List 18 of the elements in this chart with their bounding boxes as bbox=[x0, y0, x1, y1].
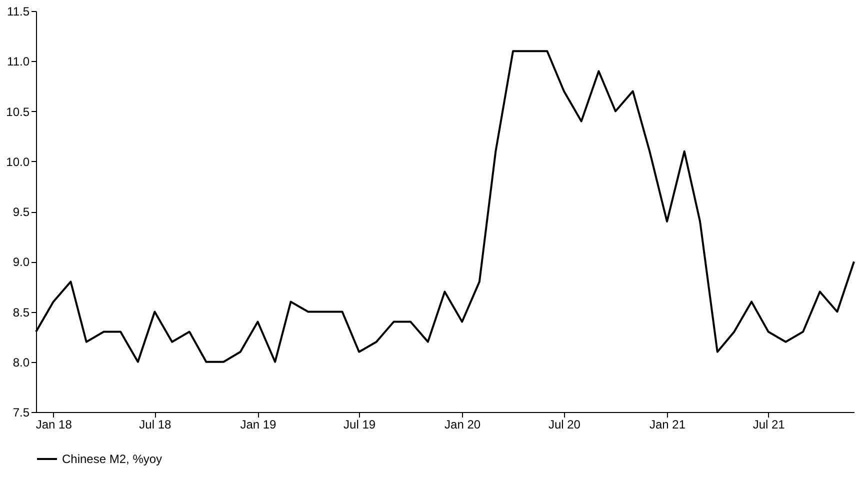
x-tick-label: Jan 21 bbox=[649, 418, 686, 432]
x-tick-label: Jul 21 bbox=[752, 418, 786, 432]
y-tick-label: 7.5 bbox=[12, 406, 30, 420]
y-tick-label: 10.5 bbox=[6, 104, 30, 119]
x-tick-label: Jan 19 bbox=[240, 418, 277, 432]
x-tick-label: Jul 18 bbox=[139, 418, 172, 432]
x-tick-label: Jan 20 bbox=[444, 418, 481, 432]
x-tick-label: Jan 18 bbox=[36, 418, 72, 432]
x-tick-label: Jul 19 bbox=[344, 418, 376, 432]
y-tick-label: 8.0 bbox=[12, 355, 30, 370]
x-tick-label: Jul 20 bbox=[548, 418, 581, 432]
y-tick-label: 11.0 bbox=[7, 54, 30, 69]
y-tick-label: 11.5 bbox=[7, 4, 30, 18]
y-tick-label: 10.0 bbox=[6, 154, 30, 169]
legend-label: Chinese M2, %yoy bbox=[62, 452, 162, 466]
y-tick-label: 8.5 bbox=[12, 305, 30, 320]
y-tick-label: 9.0 bbox=[12, 255, 30, 270]
y-tick-label: 9.5 bbox=[12, 205, 30, 219]
